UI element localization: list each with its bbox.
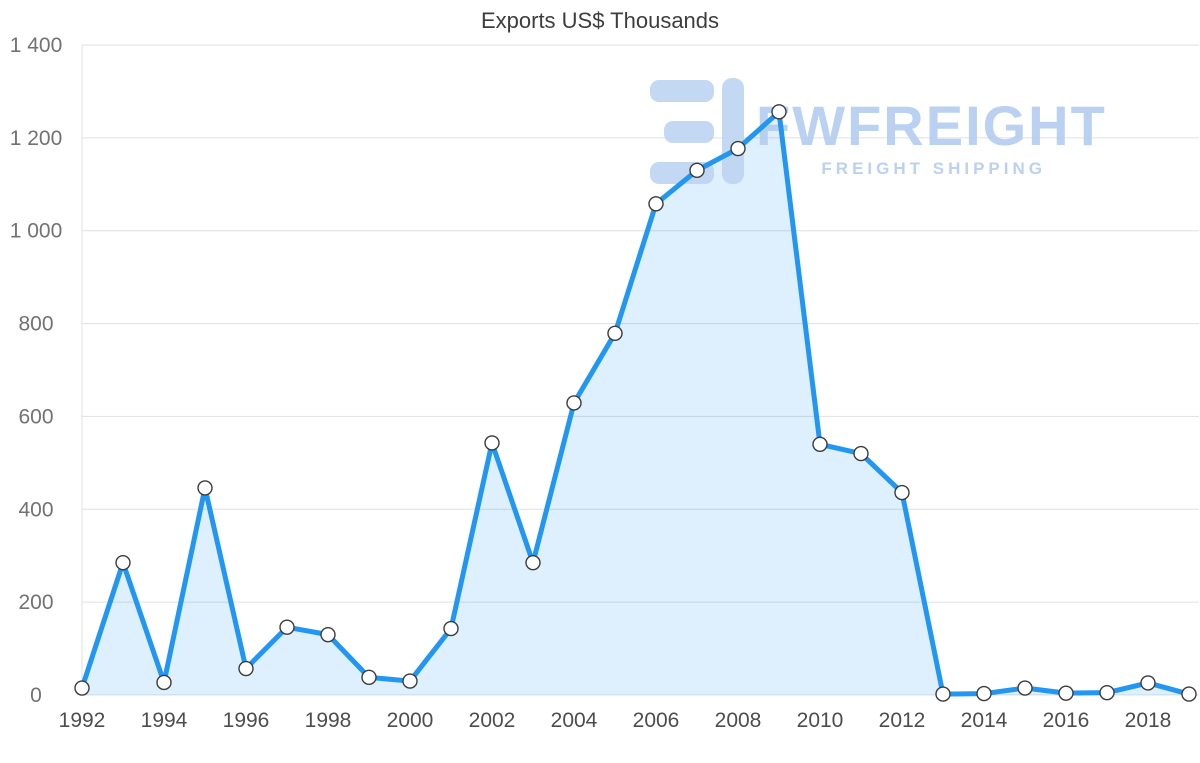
data-point-marker[interactable] [1099,684,1115,701]
x-tick-label: 2000 [387,709,434,732]
watermark-tagline-text: FREIGHT SHIPPING [821,159,1046,178]
data-point-marker[interactable] [320,626,336,643]
data-point-marker[interactable] [361,669,377,686]
y-tick-label: 1 200 [10,127,63,150]
data-point-marker[interactable] [730,140,746,157]
data-point-marker[interactable] [689,162,705,179]
line-path [79,109,1192,697]
data-point-marker[interactable] [648,196,664,212]
y-tick-label: 1 400 [10,34,63,57]
data-points [74,104,1197,702]
logo-bar-middle [664,121,714,143]
y-tick-label: 600 [18,405,53,428]
x-tick-label: 2012 [879,709,926,732]
x-tick-label: 1992 [59,709,106,732]
x-tick-label: 2008 [715,709,762,732]
data-point-marker[interactable] [402,673,418,689]
chart-title: Exports US$ Thousands [481,8,719,33]
data-point-marker[interactable] [74,680,90,696]
data-point-marker[interactable] [484,435,500,451]
x-tick-label: 2014 [961,709,1008,732]
x-tick-label: 1996 [223,709,270,732]
data-point-marker[interactable] [853,445,869,462]
area-fill [82,111,1189,696]
y-tick-label: 0 [30,684,42,707]
watermark-brand-text: FWFREIGHT [756,94,1107,157]
data-point-marker[interactable] [238,660,254,677]
data-point-marker[interactable] [115,554,131,571]
data-point-marker[interactable] [935,686,951,702]
y-tick-label: 400 [18,498,53,521]
x-tick-label: 2002 [469,709,516,732]
x-axis-labels: 1992 1994 1996 1998 2000 2002 2004 2006 2008 2010… [59,709,1172,732]
data-point-marker[interactable] [443,620,459,637]
data-point-marker[interactable] [279,619,295,635]
data-point-marker[interactable] [1181,686,1197,702]
x-tick-label: 2004 [551,709,598,732]
data-point-marker[interactable] [812,436,828,452]
data-point-marker[interactable] [566,395,582,411]
data-line [79,109,1192,697]
data-point-marker[interactable] [156,674,172,691]
data-point-marker[interactable] [607,325,623,342]
data-point-marker[interactable] [976,685,992,702]
data-point-marker[interactable] [894,484,910,501]
data-point-marker[interactable] [1058,685,1074,701]
x-tick-label: 2010 [797,709,844,732]
x-tick-label: 1998 [305,709,352,732]
x-tick-label: 2006 [633,709,680,732]
data-point-marker[interactable] [197,480,213,496]
logo-bar-vertical [722,78,744,184]
data-point-marker[interactable] [771,104,787,120]
y-axis-labels: 0 200 400 600 800 1 000 1 200 1 400 [10,34,63,707]
y-tick-label: 200 [18,591,53,614]
x-tick-label: 1994 [141,709,188,732]
area-fill-path [82,111,1189,696]
y-tick-label: 1 000 [10,220,63,243]
x-tick-label: 2018 [1125,709,1172,732]
logo-bar-top [650,80,714,102]
watermark: FWFREIGHT FREIGHT SHIPPING [650,78,1107,184]
data-point-marker[interactable] [1017,680,1033,696]
x-tick-label: 2016 [1043,709,1090,732]
gridlines [81,44,1199,696]
data-point-marker[interactable] [1140,675,1156,691]
y-tick-label: 800 [18,313,53,336]
data-point-marker[interactable] [525,554,541,571]
